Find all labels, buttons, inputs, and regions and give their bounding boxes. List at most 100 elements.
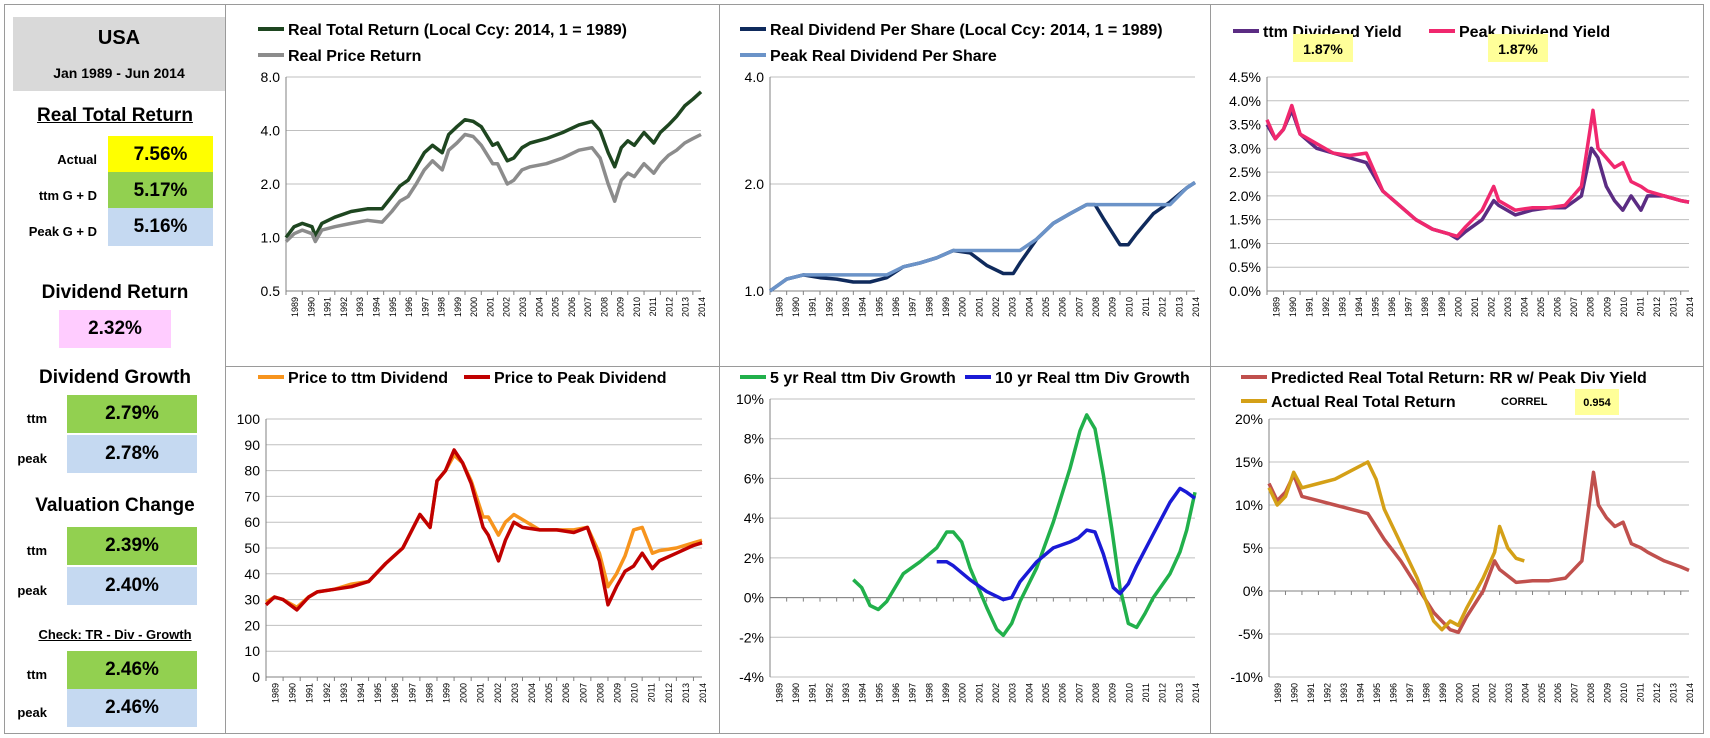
x-tick-label: 2006 — [1553, 297, 1563, 317]
x-tick-label: 2003 — [1008, 297, 1018, 317]
x-tick-label: 1992 — [322, 683, 332, 703]
correl-label: CORREL — [1501, 396, 1548, 408]
x-tick-label: 2009 — [1108, 683, 1118, 703]
x-tick-label: 1997 — [1405, 683, 1415, 703]
series-line-2 — [768, 181, 1196, 293]
ttm-gd-label: ttm G + D — [38, 188, 97, 203]
yield-callout-value: 1.87% — [1498, 41, 1538, 57]
x-tick-label: 2008 — [1091, 683, 1101, 703]
x-tick-label: 1996 — [404, 297, 414, 317]
x-tick-label: 1995 — [1372, 683, 1382, 703]
growth-peak-value: 2.78% — [67, 435, 197, 473]
x-tick-label: 1991 — [1306, 683, 1316, 703]
x-tick-label: 1991 — [808, 297, 818, 317]
dividend-growth-title: Dividend Growth — [39, 367, 191, 388]
series-line-1 — [284, 90, 703, 239]
x-tick-label: 2008 — [595, 683, 605, 703]
y-tick-label: 4% — [744, 510, 764, 526]
y-tick-label: 90 — [244, 437, 260, 453]
x-tick-label: 2000 — [469, 297, 479, 317]
x-tick-label: 1989 — [774, 297, 784, 317]
legend-label: 10 yr Real ttm Div Growth — [995, 370, 1190, 387]
x-tick-label: 2010 — [1124, 683, 1134, 703]
y-tick-label: 50 — [244, 540, 260, 556]
x-tick-label: 1995 — [874, 297, 884, 317]
y-tick-label: 20% — [1235, 411, 1263, 427]
y-tick-label: 80 — [244, 463, 260, 479]
legend-label: Price to Peak Dividend — [494, 370, 667, 387]
check-ttm-label: ttm — [26, 667, 47, 682]
country-header: USA Jan 1989 - Jun 2014 — [13, 17, 225, 91]
x-tick-label: 2005 — [1537, 683, 1547, 703]
x-tick-label: 1999 — [442, 683, 452, 703]
x-tick-label: 1994 — [1354, 297, 1364, 317]
yield-callout-box — [1293, 34, 1353, 62]
valuation-peak-label: peak — [17, 583, 47, 598]
x-tick-label: 2011 — [1635, 297, 1645, 316]
y-tick-label: 60 — [244, 514, 260, 530]
y-tick-label: 4.0% — [1229, 93, 1261, 109]
check-ttm-value: 2.46% — [67, 651, 197, 689]
x-tick-label: 2014 — [1191, 297, 1201, 317]
x-tick-label: 1997 — [1404, 297, 1414, 317]
x-tick-label: 2010 — [1619, 683, 1629, 703]
x-tick-label: 1993 — [841, 683, 851, 703]
x-tick-label: 1997 — [908, 683, 918, 703]
x-tick-label: 2000 — [459, 683, 469, 703]
y-tick-label: 8.0 — [261, 69, 281, 85]
country-name: USA — [97, 27, 141, 49]
y-tick-label: -10% — [1230, 669, 1263, 685]
x-tick-label: 1999 — [453, 297, 463, 317]
y-tick-label: 8% — [744, 431, 764, 447]
x-tick-label: 1997 — [407, 683, 417, 703]
y-tick-label: 6% — [744, 470, 764, 486]
valuation-change-title: Valuation Change — [35, 495, 195, 516]
x-tick-label: 1995 — [1371, 297, 1381, 317]
x-tick-label: 2002 — [502, 297, 512, 317]
x-tick-label: 1998 — [424, 683, 434, 703]
growth-ttm-label: ttm — [26, 411, 47, 426]
x-tick-label: 1990 — [791, 297, 801, 317]
x-tick-label: 1994 — [356, 683, 366, 703]
x-tick-label: 1992 — [824, 683, 834, 703]
valuation-ttm-value: 2.39% — [67, 527, 197, 565]
x-tick-label: 1998 — [924, 297, 934, 317]
x-tick-label: 2014 — [697, 297, 707, 317]
x-tick-label: 2011 — [647, 683, 657, 702]
x-tick-label: 2011 — [648, 297, 658, 316]
x-tick-label: 2006 — [1058, 683, 1068, 703]
x-tick-label: 2012 — [1652, 297, 1662, 317]
dividend-yield-chart: 0.0% 0.5% 1.0% 1.5% 2.0% 2.5% 3.0% 3.5% 4.0% 4.5%… — [1229, 24, 1695, 317]
x-tick-label: 1989 — [271, 683, 281, 703]
x-tick-label: 2012 — [1158, 683, 1168, 703]
x-tick-label: 1998 — [924, 683, 934, 703]
series-line-2 — [284, 132, 702, 244]
y-tick-label: 1.0 — [261, 230, 281, 246]
x-tick-label: 1994 — [372, 297, 382, 317]
x-tick-label: 1989 — [774, 683, 784, 703]
y-tick-label: 2.5% — [1229, 164, 1261, 180]
legend-label: Real Dividend Per Share (Local Ccy: 2014… — [770, 22, 1163, 39]
x-tick-label: 1996 — [1389, 683, 1399, 703]
x-tick-label: 1997 — [420, 297, 430, 317]
y-tick-label: 0 — [252, 669, 260, 685]
yield-callout-box — [1488, 34, 1548, 62]
legend-label: Real Price Return — [288, 48, 421, 65]
x-tick-label: 2004 — [527, 683, 537, 703]
x-tick-label: 1996 — [891, 683, 901, 703]
x-tick-label: 2010 — [632, 297, 642, 317]
real-total-return-title: Real Total Return — [37, 105, 193, 126]
x-tick-label: 1998 — [1420, 297, 1430, 317]
y-tick-label: 2% — [744, 550, 764, 566]
x-tick-label: 1994 — [858, 297, 868, 317]
x-tick-label: 1990 — [288, 683, 298, 703]
y-tick-label: 2.0 — [745, 176, 765, 192]
x-tick-label: 1997 — [908, 297, 918, 317]
x-tick-label: 1995 — [373, 683, 383, 703]
y-tick-label: 0.5 — [261, 283, 281, 299]
dashboard-frame: USA Jan 1989 - Jun 2014 Real Total Retur… — [4, 4, 1704, 734]
x-tick-label: 1998 — [1421, 683, 1431, 703]
x-tick-label: 2005 — [1041, 683, 1051, 703]
x-tick-label: 2000 — [1454, 683, 1464, 703]
y-tick-label: -2% — [739, 629, 764, 645]
